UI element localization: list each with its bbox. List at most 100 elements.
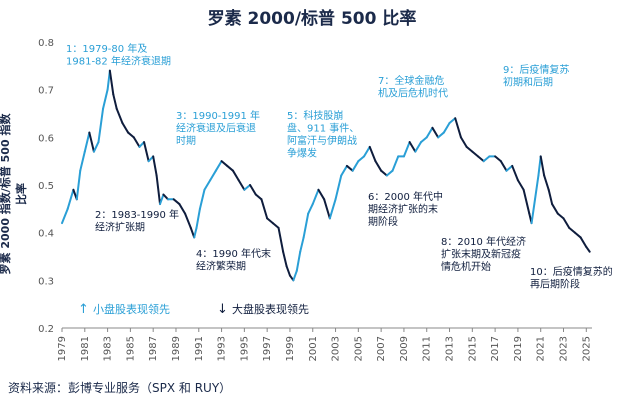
series-segment (420, 136, 428, 144)
series-segment (573, 231, 582, 239)
series-segment (249, 184, 257, 196)
annotation-1: 1：1979-80 年及 1981-82 年经济衰退期 (66, 42, 171, 68)
series-segment (285, 265, 291, 277)
chart-title: 罗素 2000/标普 500 比率 (207, 9, 417, 29)
x-tick-label: 1993 (217, 336, 228, 361)
x-tick-label: 2001 (308, 336, 319, 361)
series-segment (568, 226, 576, 234)
series-segment (155, 174, 162, 206)
series-segment (162, 193, 169, 201)
annotation-10: 10：后疫情复苏的再后期阶段 (530, 265, 613, 291)
series-segment (271, 222, 280, 229)
series-segment (374, 160, 383, 172)
legend-item-2: ↓ 大盘股表现领先 (217, 302, 309, 317)
x-tick-label: 2005 (353, 336, 364, 361)
annotation-2: 2：1983-1990 年经济扩张期 (95, 208, 179, 234)
series-segment (209, 169, 217, 182)
legend-item-1: ↑ 小盘股表现领先 (78, 302, 170, 317)
x-tick-label: 2021 (536, 336, 547, 361)
series-segment (307, 203, 314, 215)
y-tick-label: 0.2 (38, 324, 54, 335)
series-segment (437, 131, 445, 139)
x-tick-label: 1981 (80, 336, 91, 361)
series-segment (522, 188, 531, 215)
x-tick-label: 1991 (194, 336, 205, 361)
series-segment (402, 141, 411, 158)
series-segment (92, 141, 100, 153)
x-tick-label: 1989 (171, 336, 182, 361)
series-segment (220, 160, 229, 167)
series-segment (195, 207, 201, 229)
x-tick-label: 2013 (445, 336, 456, 361)
y-tick-label: 0.4 (38, 229, 54, 240)
series-segment (368, 145, 377, 163)
annotation-9: 9：后疫情复苏初期和后期 (503, 63, 569, 89)
series-segment (243, 184, 252, 191)
series-segment (254, 193, 263, 201)
series-segment (408, 141, 417, 153)
x-tick-label: 2023 (559, 336, 570, 361)
series-segment (282, 250, 288, 268)
series-segment (112, 93, 118, 110)
series-segment (237, 179, 246, 191)
series-segment (482, 155, 491, 163)
series-segment (465, 145, 474, 153)
series-segment (345, 164, 354, 172)
series-segment (448, 117, 457, 125)
series-segment (214, 160, 223, 172)
series-segment (357, 155, 366, 163)
x-tick-label: 2007 (376, 336, 387, 361)
y-tick-label: 0.6 (38, 133, 54, 144)
series-segment (159, 193, 165, 206)
series-segment (302, 212, 310, 239)
series-segment (97, 107, 105, 144)
series-segment (385, 169, 394, 177)
series-segment (556, 212, 565, 220)
y-tick-label: 0.8 (38, 38, 54, 49)
series-segment (203, 179, 212, 191)
series-segment (380, 169, 388, 177)
x-tick-label: 2025 (581, 336, 592, 361)
series-segment (172, 198, 181, 206)
annotation-3: 3：1990-1991 年经济衰退及后衰退时期 (176, 109, 260, 147)
x-tick-label: 1995 (239, 336, 250, 361)
series-segment (585, 245, 591, 253)
annotation-8: 8：2010 年代经济扩张末期及新冠疫情危机开始 (441, 235, 526, 273)
y-tick-label: 0.5 (38, 181, 54, 192)
series-segment (494, 155, 502, 163)
series-segment (442, 122, 451, 134)
series-segment (471, 150, 480, 158)
annotation-7: 7：全球金融危机及后危机时代 (378, 74, 448, 100)
x-axis: 1979 1981 1983 1985 1987 1989 1991 1993 1995 1997… (57, 327, 592, 361)
series-segment (102, 88, 109, 110)
series-segment (277, 226, 285, 253)
y-axis: 0.2 0.3 0.4 0.5 0.6 0.7 0.8 (38, 38, 54, 335)
series-segment (127, 131, 135, 139)
series-segment (334, 174, 343, 201)
series-segment (534, 174, 540, 201)
series-segment (198, 188, 206, 210)
series-segment (299, 236, 305, 253)
series-segment (516, 179, 525, 191)
series-segment (363, 145, 371, 158)
series-segment (505, 164, 514, 172)
series-segment (431, 126, 440, 139)
annotations: 1：1979-80 年及 1981-82 年经济衰退期 2：1983-1990 年经… (66, 42, 613, 291)
series-segment (311, 188, 320, 206)
series-segment (530, 198, 537, 225)
series-segment (88, 131, 95, 153)
x-tick-label: 1999 (285, 336, 296, 361)
series-segment (511, 164, 519, 182)
series-segment (295, 250, 302, 272)
series-segment (477, 155, 485, 163)
x-tick-label: 1983 (103, 336, 114, 361)
series-segment (61, 207, 69, 225)
series-segment (75, 169, 82, 201)
x-tick-label: 2015 (467, 336, 478, 361)
series-segment (66, 188, 75, 210)
series-segment (499, 160, 508, 172)
series-segment (551, 203, 559, 215)
series-segment (391, 155, 400, 172)
series-segment (340, 164, 348, 177)
